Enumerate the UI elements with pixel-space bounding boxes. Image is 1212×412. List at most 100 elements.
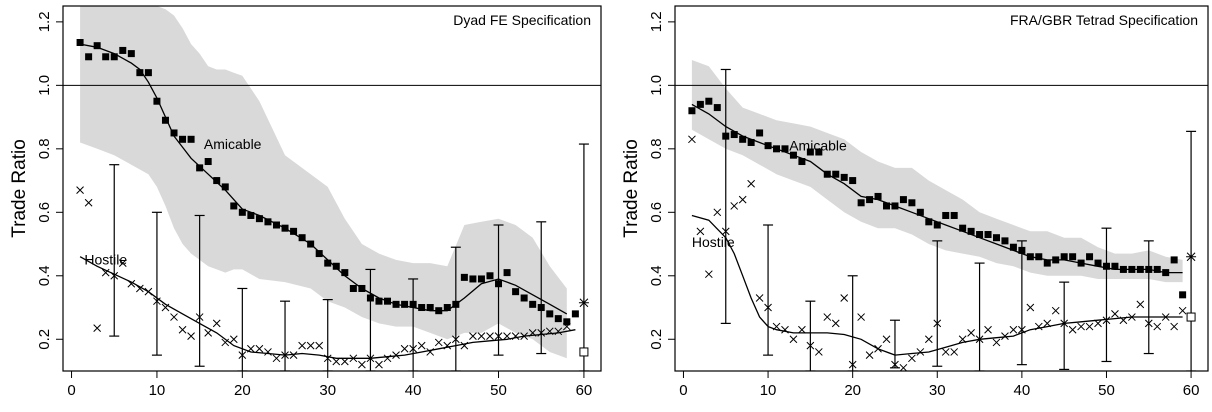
hostile-point — [688, 135, 696, 144]
amicable-point — [1162, 269, 1170, 277]
hostile-point — [178, 325, 187, 334]
hostile-point — [340, 357, 349, 366]
amicable-point — [1026, 253, 1034, 261]
hostile-point — [229, 335, 238, 344]
y-tick-label: 1.0 — [648, 75, 665, 96]
hostile-point — [101, 268, 110, 277]
hostile-point — [289, 351, 298, 359]
x-tick-label: 40 — [1014, 382, 1031, 399]
amicable-point — [933, 221, 941, 229]
amicable-point — [281, 224, 289, 232]
amicable-point — [798, 158, 806, 166]
confidence-band — [691, 60, 1183, 283]
amicable-point — [170, 129, 178, 137]
amicable-point — [866, 196, 874, 204]
hostile-point — [984, 325, 992, 334]
hostile-point — [306, 341, 315, 350]
hostile-point — [916, 348, 925, 356]
hostile-point — [1001, 332, 1009, 340]
hostile-point — [755, 294, 764, 302]
hostile-point — [704, 270, 713, 279]
amicable-point — [840, 173, 848, 181]
amicable-point — [546, 310, 554, 318]
y-tick-label: 1.2 — [36, 11, 53, 32]
amicable-point — [119, 46, 127, 54]
hostile-point — [721, 227, 730, 236]
amicable-point — [1094, 259, 1102, 267]
amicable-point — [1009, 243, 1017, 251]
amicable-point — [1102, 262, 1110, 270]
x-tick-label: 20 — [844, 382, 861, 399]
amicable-point — [127, 50, 135, 58]
panel-fra-gbr-tetrad: Amicable Hostile FRA/GBR Tetrad Specificat… — [621, 5, 1209, 399]
hostile-point — [136, 284, 144, 293]
amicable-point — [730, 131, 738, 139]
hostile-point — [857, 313, 865, 321]
hostile-point — [545, 327, 554, 336]
hostile-fit-line — [691, 214, 1183, 356]
amicable-point — [332, 262, 340, 270]
hostile-point — [1136, 300, 1145, 309]
endpoint-open-square — [579, 347, 589, 357]
amicable-point — [1111, 262, 1119, 270]
chart-title: Dyad FE Specification — [453, 12, 591, 28]
hostile-point — [161, 303, 170, 312]
hostile-point — [738, 195, 747, 204]
amicable-point — [764, 142, 772, 150]
hostile-point — [764, 303, 772, 312]
amicable-point — [136, 69, 144, 77]
amicable-point — [435, 307, 443, 315]
amicable-point — [1069, 253, 1077, 261]
hostile-point — [840, 294, 849, 302]
annotation-label: Hostile — [692, 234, 735, 250]
amicable-point — [221, 183, 229, 191]
amicable-point — [874, 192, 882, 200]
y-tick-label: 0.2 — [36, 329, 53, 350]
amicable-point — [196, 164, 204, 172]
y-tick-label: 1.0 — [36, 75, 53, 96]
y-tick-label: 0.4 — [648, 265, 665, 286]
amicable-point — [992, 234, 1000, 242]
amicable-point — [144, 69, 152, 77]
hostile-point — [899, 363, 908, 371]
amicable-point — [401, 300, 409, 308]
hostile-point — [375, 360, 383, 369]
hostile-point — [1161, 313, 1170, 321]
hostile-point — [992, 338, 1001, 347]
annotation-label: Amicable — [204, 136, 262, 152]
amicable-point — [307, 240, 315, 248]
x-tick-label: 60 — [1183, 382, 1200, 399]
hostile-point — [1111, 310, 1119, 318]
hostile-point — [76, 186, 84, 194]
y-tick-label: 0.8 — [648, 138, 665, 159]
hostile-point — [1170, 322, 1179, 331]
hostile-point — [349, 354, 358, 363]
hostile-point — [434, 338, 443, 347]
hostile-point — [323, 354, 332, 363]
hostile-point — [1009, 325, 1018, 334]
amicable-point — [384, 297, 392, 305]
x-tick-label: 10 — [149, 382, 166, 399]
hostile-point — [950, 348, 959, 356]
hostile-point — [696, 227, 705, 236]
amicable-point — [942, 211, 950, 219]
hostile-point — [170, 313, 178, 321]
hostile-point — [713, 208, 722, 217]
hostile-point — [451, 335, 460, 344]
amicable-point — [713, 104, 721, 112]
hostile-point — [298, 341, 306, 350]
amicable-point — [739, 135, 747, 143]
plot-frame — [62, 5, 602, 372]
plot-area — [63, 6, 601, 371]
amicable-point — [512, 288, 520, 296]
hostile-point — [247, 344, 255, 353]
hostile-point — [1128, 313, 1136, 321]
hostile-point — [1102, 316, 1111, 325]
amicable-point — [806, 148, 814, 156]
hostile-point — [426, 348, 435, 356]
hostile-point — [383, 354, 392, 363]
hostile-point — [730, 202, 739, 210]
amicable-point — [1119, 265, 1127, 273]
hostile-point — [1060, 319, 1069, 328]
